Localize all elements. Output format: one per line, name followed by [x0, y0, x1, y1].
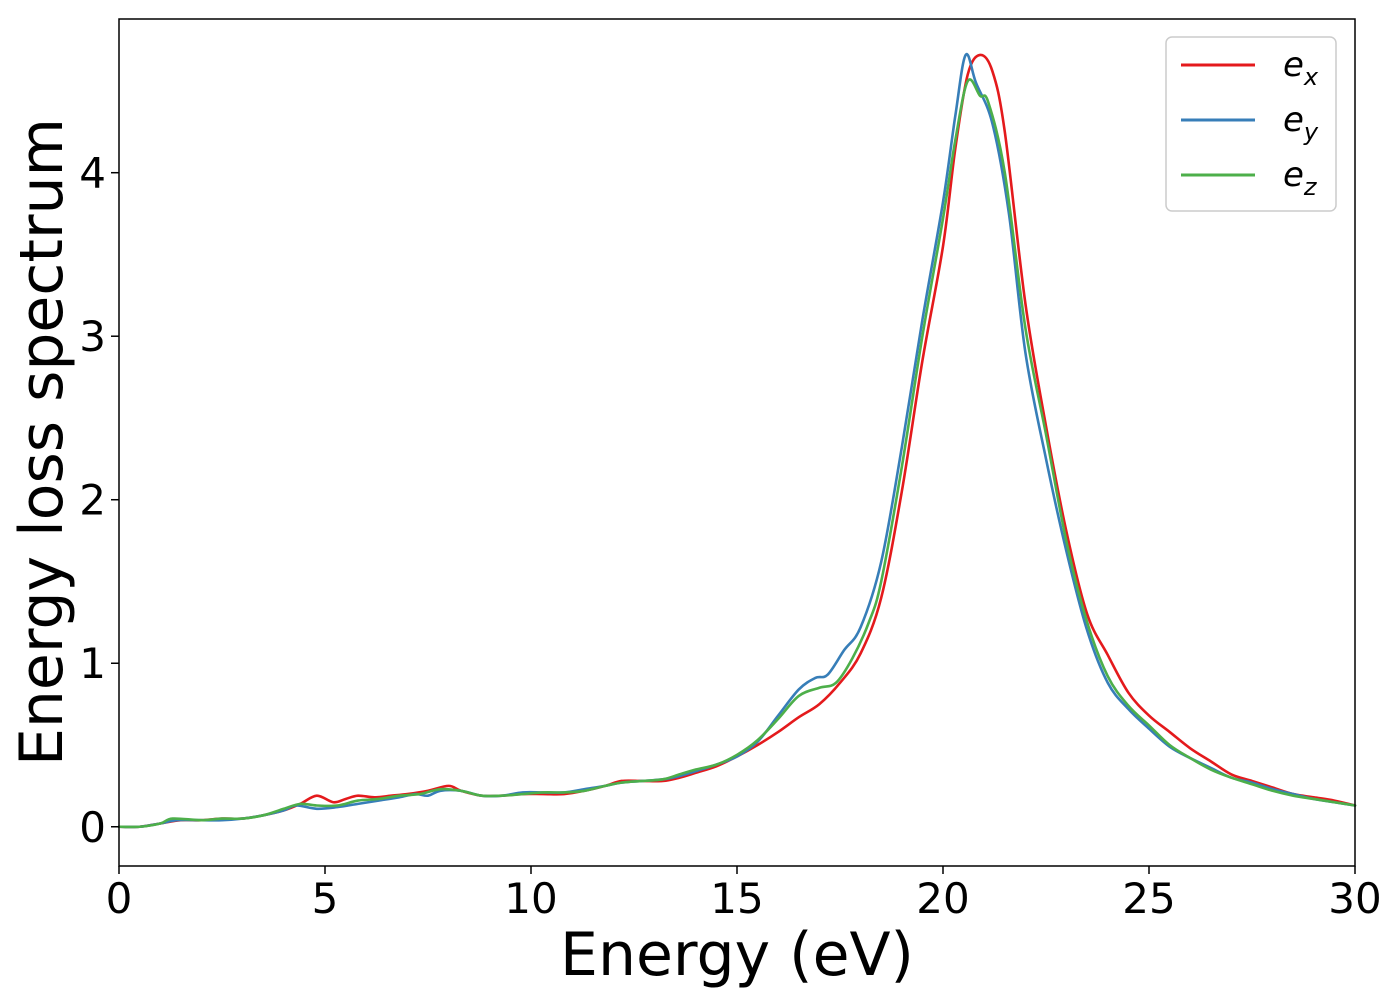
- y-tick-label: 1: [79, 639, 106, 688]
- y-axis-title: Energy loss spectrum: [7, 118, 77, 766]
- x-tick-label: 10: [504, 874, 557, 923]
- legend-label-e-x: ex: [1283, 45, 1319, 91]
- y-ticks: 0 1 2 3 4: [79, 149, 119, 852]
- series-layer: [117, 52, 1357, 829]
- y-tick-label: 4: [79, 149, 106, 198]
- x-tick-label: 25: [1122, 874, 1175, 923]
- legend-label-e-y: ey: [1283, 100, 1319, 146]
- x-axis-title: Energy (eV): [560, 920, 914, 990]
- x-tick-label: 30: [1328, 874, 1381, 923]
- legend-label-e-z: ez: [1283, 155, 1318, 201]
- x-tick-label: 15: [710, 874, 763, 923]
- series-line-e-y: [117, 52, 1357, 829]
- y-tick-label: 3: [79, 312, 106, 361]
- x-ticks: 0 5 10 15 20 25 30: [106, 866, 1382, 923]
- series-line-e-x: [117, 53, 1357, 829]
- legend-box: [1165, 36, 1337, 212]
- x-tick-label: 20: [916, 874, 969, 923]
- legend-items: ex ey ez: [1181, 45, 1319, 201]
- series-line-e-z: [117, 78, 1357, 829]
- y-tick-label: 2: [79, 476, 106, 525]
- legend: ex ey ez: [1165, 36, 1337, 212]
- x-tick-label: 5: [312, 874, 339, 923]
- x-tick-label: 0: [106, 874, 133, 923]
- y-tick-label: 0: [79, 803, 106, 852]
